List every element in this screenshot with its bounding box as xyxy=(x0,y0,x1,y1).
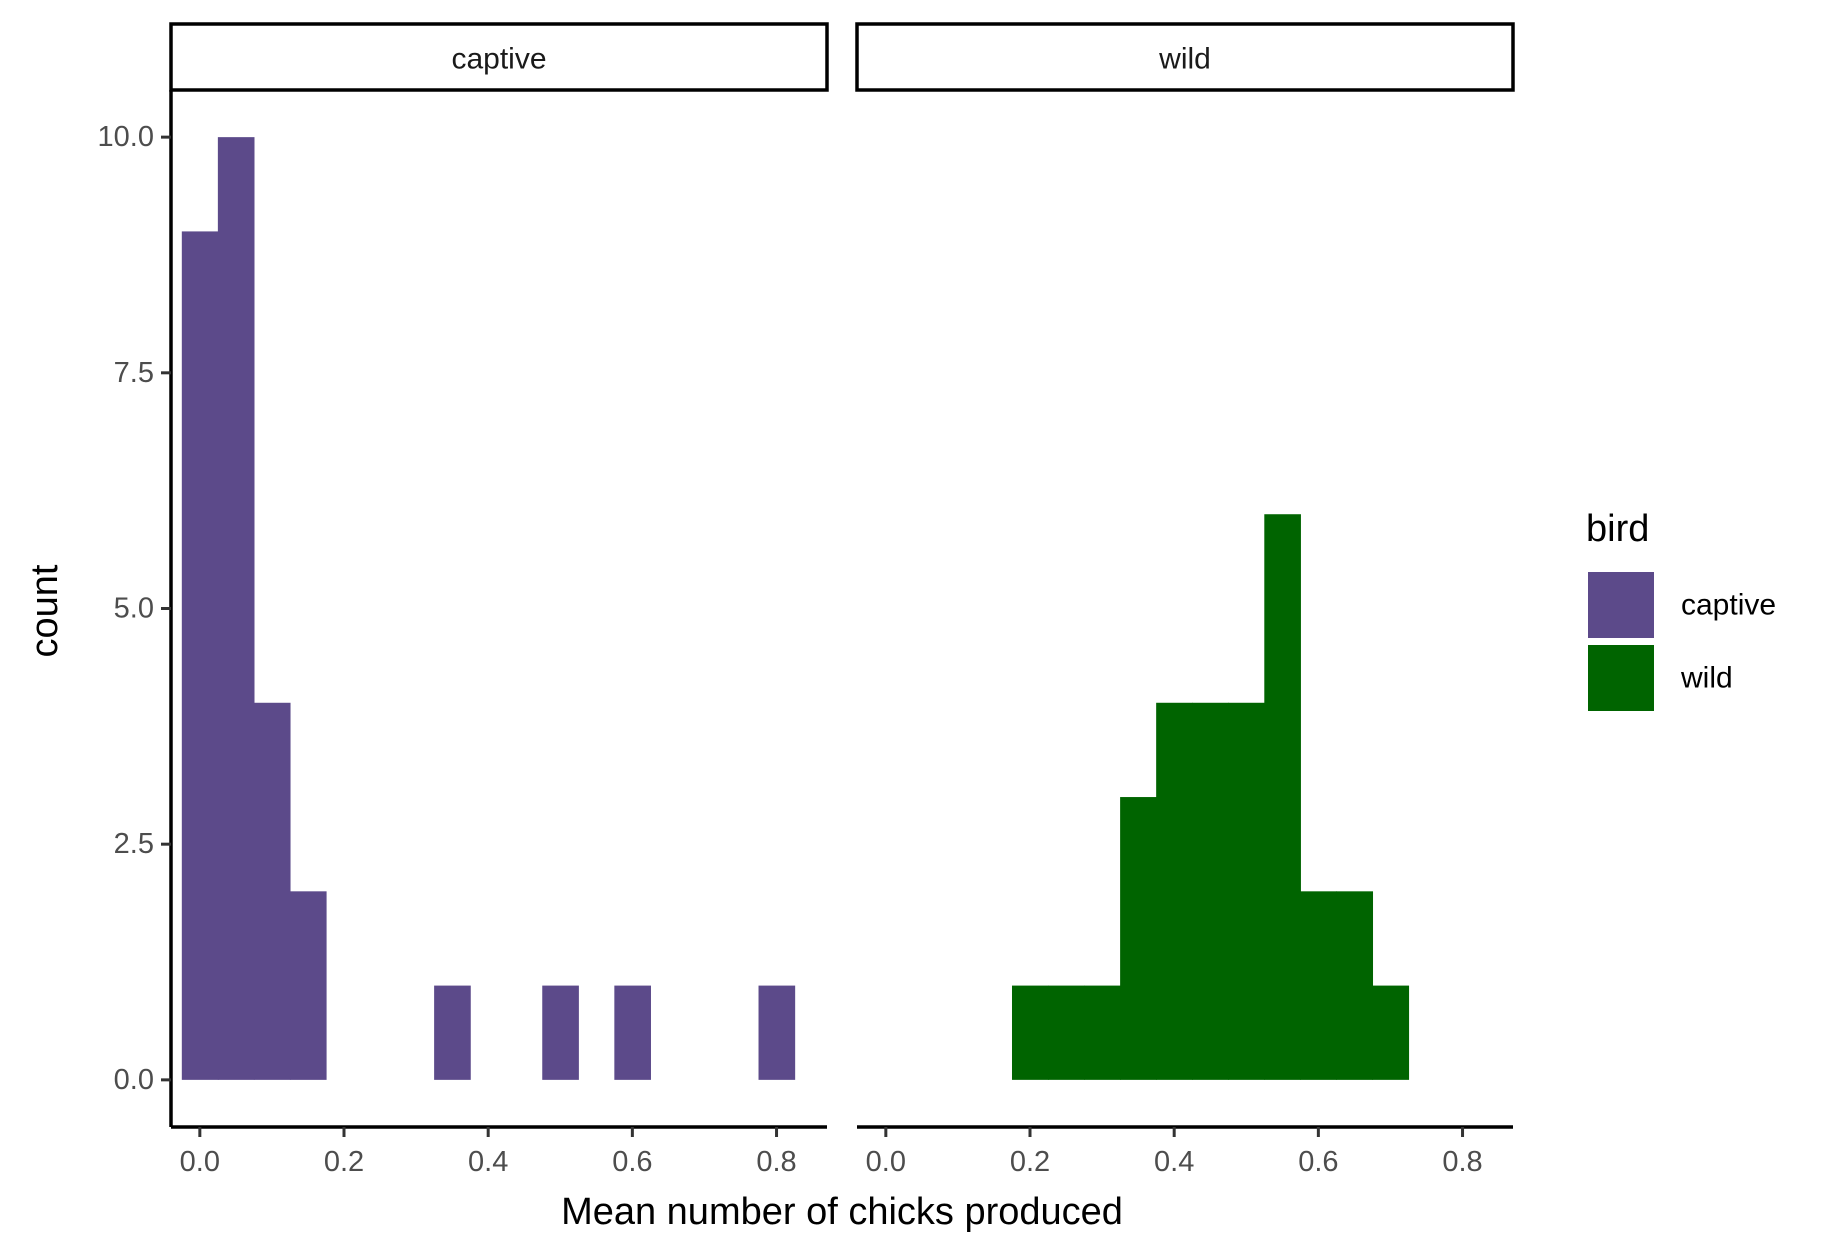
bar-wild-2 xyxy=(1084,985,1121,1080)
strip-box-captive xyxy=(169,22,829,92)
bar-captive-2 xyxy=(253,702,291,1080)
strip-label-captive: captive xyxy=(451,43,546,76)
bar-wild-6 xyxy=(1228,702,1265,1080)
x-tick-label-captive-2: 0.4 xyxy=(468,1146,508,1178)
axes-layer: 0.0 0.2 0.4 0.6 0.8 0.0 0.2 0.4 0.6 0.8 0.0 2.5 5.0 7… xyxy=(98,90,1513,1178)
bar-wild-3 xyxy=(1120,797,1157,1080)
y-tick-label-3: 7.5 xyxy=(114,357,154,389)
bar-wild-8 xyxy=(1300,891,1337,1080)
legend-label-wild: wild xyxy=(1680,662,1733,695)
y-axis-title: count xyxy=(24,564,66,657)
x-axis-title: Mean number of chicks produced xyxy=(561,1191,1123,1233)
y-tick-label-2: 5.0 xyxy=(114,593,154,625)
bar-captive-1 xyxy=(217,137,255,1080)
legend-label-captive: captive xyxy=(1681,589,1776,622)
x-tick-label-wild-4: 0.8 xyxy=(1442,1146,1482,1178)
x-tick-label-wild-1: 0.2 xyxy=(1010,1146,1050,1178)
bar-wild-4 xyxy=(1156,702,1193,1080)
bar-wild-9 xyxy=(1336,891,1374,1080)
legend-title: bird xyxy=(1586,508,1649,550)
bar-wild-10 xyxy=(1372,985,1410,1080)
facet-strip-wild: wild xyxy=(855,22,1515,92)
strip-box-wild xyxy=(855,22,1515,92)
x-tick-label-wild-2: 0.4 xyxy=(1154,1146,1194,1178)
y-tick-label-0: 0.0 xyxy=(114,1064,154,1096)
x-tick-label-wild-0: 0.0 xyxy=(866,1146,906,1178)
bar-captive-3 xyxy=(289,891,327,1080)
y-tick-label-1: 2.5 xyxy=(114,828,154,860)
x-tick-label-captive-0: 0.0 xyxy=(180,1146,220,1178)
bar-wild-5 xyxy=(1192,702,1229,1080)
bars-layer xyxy=(181,137,1410,1080)
bar-captive-4 xyxy=(434,985,471,1080)
legend: bird captive wild xyxy=(1586,508,1776,711)
x-tick-label-captive-3: 0.6 xyxy=(612,1146,652,1178)
legend-key-wild xyxy=(1588,645,1654,711)
bar-captive-0 xyxy=(181,231,219,1080)
x-tick-label-captive-4: 0.8 xyxy=(756,1146,796,1178)
y-tick-label-4: 10.0 xyxy=(98,121,154,153)
x-tick-label-captive-1: 0.2 xyxy=(324,1146,364,1178)
bar-wild-7 xyxy=(1264,514,1301,1080)
facet-strip-captive: captive xyxy=(169,22,829,92)
strip-label-wild: wild xyxy=(1158,43,1211,76)
legend-key-captive xyxy=(1588,572,1654,638)
bar-captive-5 xyxy=(542,985,579,1080)
bar-captive-7 xyxy=(758,985,796,1080)
bar-wild-1 xyxy=(1048,985,1085,1080)
x-tick-label-wild-3: 0.6 xyxy=(1298,1146,1338,1178)
bar-wild-0 xyxy=(1011,985,1049,1080)
bar-captive-6 xyxy=(614,985,651,1080)
